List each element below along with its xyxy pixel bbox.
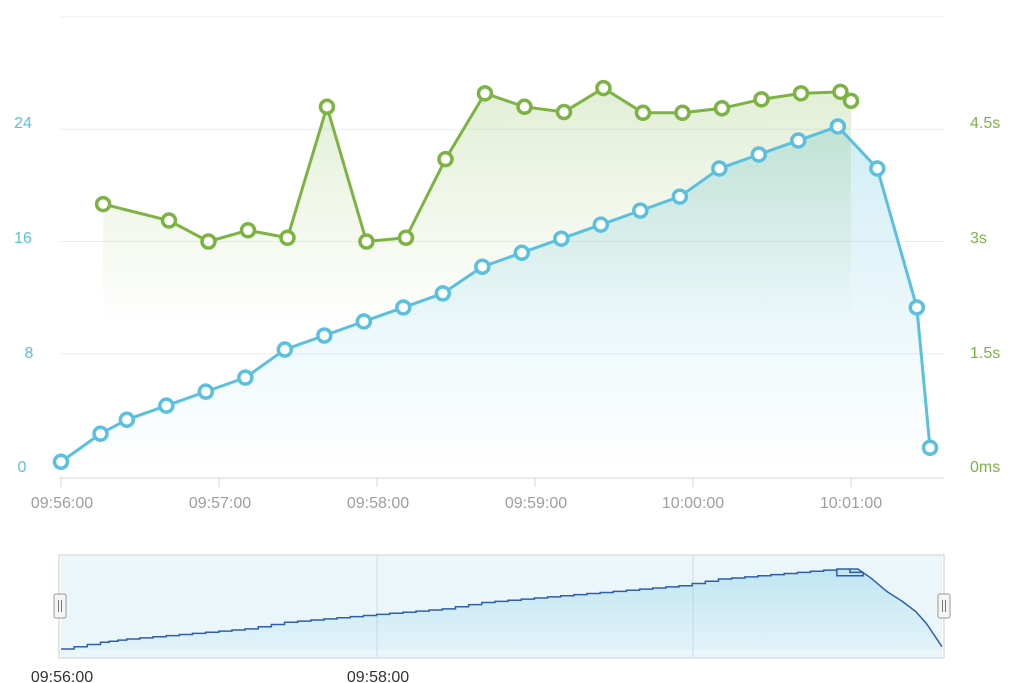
data-point[interactable] (200, 233, 217, 250)
data-point[interactable] (276, 341, 294, 358)
navigator-area (61, 569, 942, 650)
x-tick: 09:57:00 (189, 495, 251, 512)
series-markers (52, 79, 939, 471)
data-point[interactable] (634, 104, 652, 122)
x-tick: 10:01:00 (820, 495, 882, 512)
x-axis: 09:56:00 09:57:00 09:58:00 09:59:00 10:0… (31, 477, 944, 512)
data-point[interactable] (921, 439, 939, 457)
data-point[interactable] (592, 216, 610, 233)
data-point[interactable] (474, 258, 491, 276)
data-point[interactable] (790, 132, 807, 149)
data-point[interactable] (753, 91, 770, 108)
data-point[interactable] (118, 411, 136, 428)
navigator-x-tick: 09:56:00 (31, 669, 93, 683)
x-tick: 09:58:00 (347, 495, 409, 512)
y-left-tick: 24 (14, 115, 32, 132)
data-point[interactable] (632, 202, 649, 219)
data-point[interactable] (750, 146, 768, 163)
data-point[interactable] (92, 425, 109, 442)
data-point[interactable] (671, 188, 689, 205)
data-point[interactable] (318, 98, 336, 116)
data-point[interactable] (52, 453, 70, 471)
y-left-tick: 0 (18, 459, 27, 476)
y-axis-left: 0 8 16 24 (14, 115, 33, 476)
x-tick: 09:56:00 (31, 495, 93, 512)
series-area (103, 88, 852, 325)
navigator-x-tick: 09:58:00 (347, 669, 409, 683)
y-axis-right: 0ms 1.5s 3s 4.5s (970, 115, 1000, 476)
data-point[interactable] (237, 369, 254, 386)
data-point[interactable] (711, 160, 728, 177)
y-left-tick: 16 (14, 230, 32, 247)
x-tick: 10:00:00 (662, 495, 724, 512)
data-point[interactable] (197, 383, 215, 400)
x-tick: 09:59:00 (505, 495, 567, 512)
data-point[interactable] (674, 104, 691, 122)
data-point[interactable] (397, 229, 415, 247)
data-point[interactable] (395, 299, 412, 316)
data-point[interactable] (434, 285, 452, 302)
data-point[interactable] (792, 85, 810, 102)
data-point[interactable] (713, 100, 731, 117)
y-right-tick: 1.5s (970, 345, 1000, 362)
data-point[interactable] (437, 150, 454, 168)
data-point[interactable] (832, 83, 849, 101)
data-point[interactable] (516, 98, 533, 116)
navigator[interactable]: 09:56:00 09:58:00 (31, 554, 951, 683)
y-right-tick: 3s (970, 230, 987, 247)
series-areas (61, 88, 930, 466)
data-point[interactable] (513, 244, 531, 261)
data-point[interactable] (829, 118, 847, 135)
data-point[interactable] (908, 299, 926, 316)
data-point[interactable] (553, 230, 570, 247)
data-point[interactable] (316, 327, 333, 344)
data-point[interactable] (555, 103, 573, 121)
navigator-handle-left[interactable] (53, 593, 67, 619)
data-point[interactable] (355, 313, 373, 330)
data-point[interactable] (160, 212, 178, 229)
y-right-tick: 4.5s (970, 115, 1000, 132)
y-right-tick: 0ms (970, 459, 1000, 476)
data-point[interactable] (595, 79, 612, 97)
data-point[interactable] (869, 160, 886, 177)
data-point[interactable] (239, 222, 257, 239)
data-point[interactable] (358, 233, 375, 250)
data-point[interactable] (158, 397, 175, 414)
data-point[interactable] (279, 229, 296, 247)
data-point[interactable] (476, 85, 494, 102)
navigator-line (61, 568, 943, 650)
y-left-tick: 8 (25, 345, 34, 362)
data-point[interactable] (842, 92, 860, 110)
data-point[interactable] (94, 195, 112, 213)
navigator-handle-right[interactable] (937, 593, 951, 619)
